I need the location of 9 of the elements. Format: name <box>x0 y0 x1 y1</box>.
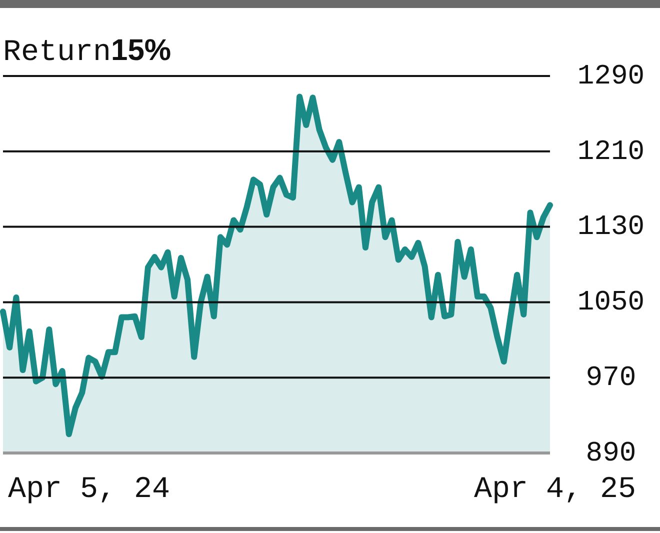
text: Apr 5, 24 <box>8 473 170 507</box>
text: Apr 4, 25 <box>474 473 636 507</box>
y-tick-label: 970 <box>586 362 636 394</box>
y-tick-label: 1050 <box>577 288 645 319</box>
y-tick-label: 890 <box>586 438 636 470</box>
y-tick-label: 1210 <box>577 136 645 168</box>
chart-subtitle: 15% <box>111 34 172 67</box>
y-tick-label: 1130 <box>577 212 645 244</box>
y-tick-label: 1290 <box>577 61 645 92</box>
